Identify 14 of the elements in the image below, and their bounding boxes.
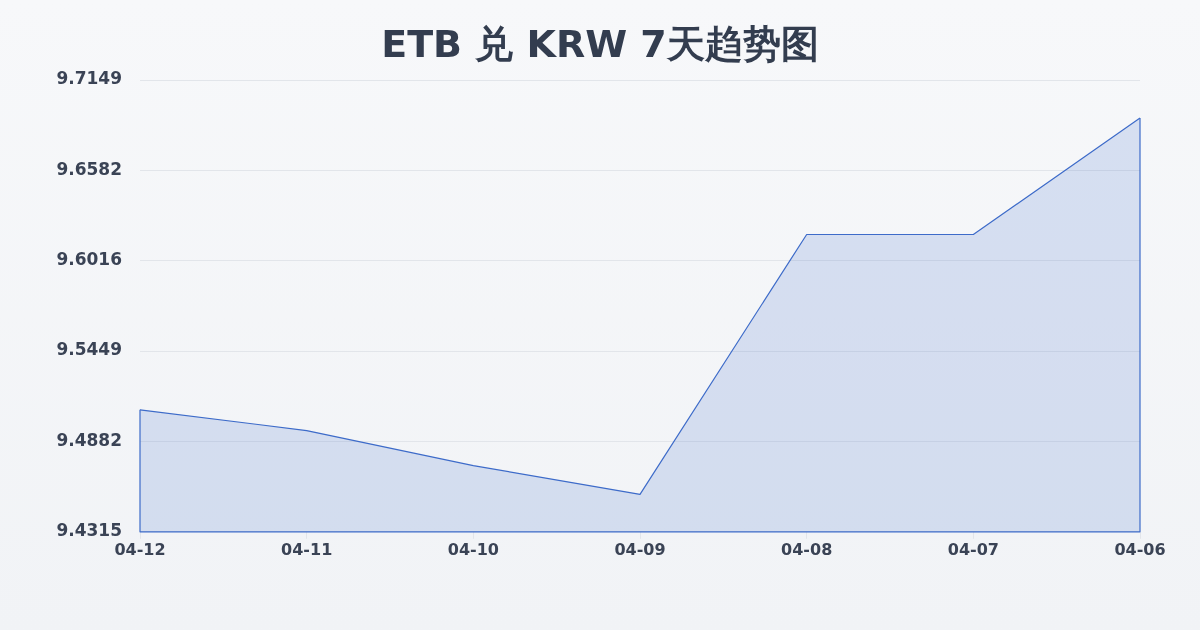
y-tick-label: 9.7149 (56, 68, 122, 89)
x-tick-label: 04-06 (1114, 539, 1166, 559)
chart-title: ETB 兑 KRW 7天趋势图 (381, 21, 819, 68)
x-tick-label: 04-11 (281, 539, 333, 559)
x-tick-label: 04-08 (781, 539, 833, 559)
y-tick-label: 9.5449 (56, 339, 122, 360)
x-tick-label: 04-07 (947, 539, 999, 559)
x-tick-label: 04-12 (114, 539, 166, 559)
y-tick-label: 9.4882 (56, 429, 122, 450)
x-tick-label: 04-10 (447, 539, 499, 559)
y-tick-label: 9.6582 (56, 158, 122, 179)
x-tick-label: 04-09 (614, 539, 666, 559)
y-tick-label: 9.4315 (56, 520, 122, 541)
y-tick-label: 9.6016 (56, 249, 122, 270)
